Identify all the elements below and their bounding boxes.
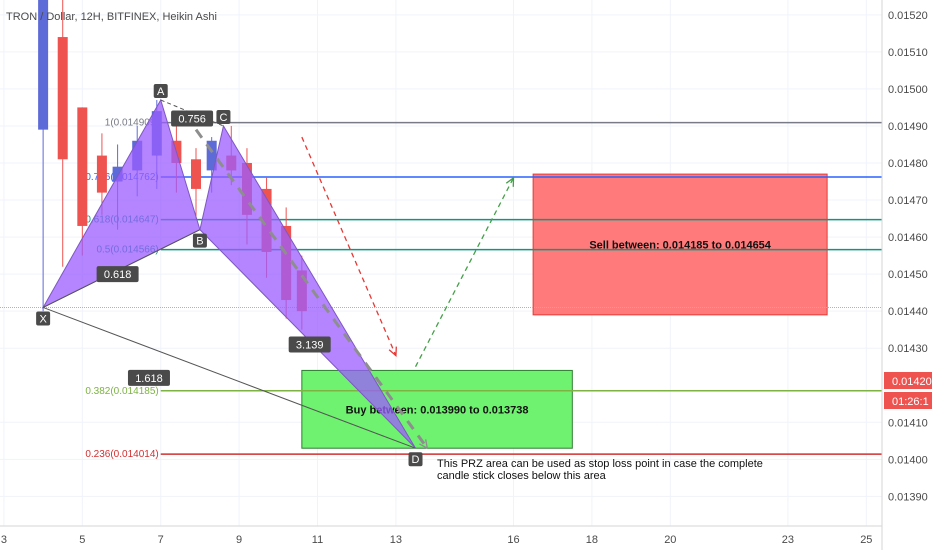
time-tick-label: 5 [79, 534, 85, 546]
fib-level-label: 0.236(0.014014) [85, 449, 158, 460]
time-tick-label: 18 [586, 534, 598, 546]
time-tick-label: 23 [782, 534, 794, 546]
price-axis[interactable]: 0.01520 0.01510 0.01500 0.01490 0.01480 0.014… [888, 10, 928, 504]
pattern-line-xd [42, 306, 416, 449]
candle-body [206, 140, 217, 171]
point-marker-c [216, 109, 231, 124]
candle-body [57, 37, 68, 160]
candle-body [191, 159, 201, 189]
price-tick-label: 0.01390 [888, 491, 928, 503]
fib-level-label: 1(0.014909) [105, 118, 159, 129]
time-tick-label: 13 [390, 534, 402, 546]
price-tick-label: 0.01460 [888, 232, 928, 244]
price-tick-label: 0.01430 [888, 343, 928, 355]
pattern-labels-layer: X A B C D 0.756 0.618 3.139 1.618 [36, 84, 423, 467]
ratio-badge [288, 336, 331, 353]
fib-level-label: 0.382(0.014185) [85, 386, 158, 397]
current-price-label: 0.01420 [892, 376, 932, 388]
grey-trend-arrow [194, 128, 429, 450]
ratio-label: 0.756 [178, 114, 206, 126]
price-tick-label: 0.01470 [888, 195, 928, 207]
candle-body [96, 155, 107, 193]
point-label-a: A [157, 86, 165, 98]
price-tick-label: 0.01490 [888, 121, 928, 133]
chart-title: TRON / Dollar, 12H, BITFINEX, Heikin Ash… [6, 11, 217, 23]
ratio-badge [96, 266, 139, 283]
time-axis[interactable]: 3 5 7 9 11 13 16 18 20 23 25 [1, 534, 873, 546]
point-marker-b [192, 233, 207, 248]
time-tick-label: 7 [158, 534, 164, 546]
point-label-c: C [219, 112, 227, 124]
time-tick-label: 9 [236, 534, 242, 546]
time-tick-label: 11 [312, 534, 323, 546]
time-tick-label: 16 [507, 534, 519, 546]
candle-body [112, 166, 123, 182]
price-tick-label: 0.01480 [888, 158, 928, 170]
point-label-x: X [39, 313, 47, 325]
point-marker-d [408, 452, 423, 467]
sell-zone-label: Sell between: 0.014185 to 0.014654 [589, 239, 771, 251]
price-tick-label: 0.01410 [888, 417, 928, 429]
candle-body [77, 107, 88, 226]
prz-note-line-2: candle stick closes below this area [437, 470, 607, 482]
buy-zone-label: Buy between: 0.013990 to 0.013738 [346, 404, 529, 416]
ratio-badge [127, 369, 170, 386]
red-dashed-arrow [301, 136, 397, 356]
point-label-d: D [412, 454, 420, 466]
ratio-label: 0.618 [104, 269, 132, 281]
red-dashed-arrow-head [388, 346, 397, 357]
candle-countdown-label: 01:26:1 [892, 396, 929, 408]
price-tick-label: 0.01450 [888, 269, 928, 281]
buy-zone-box [301, 369, 573, 449]
point-marker-a [153, 84, 168, 99]
prz-note-line-1: This PRZ area can be used as stop loss p… [437, 458, 763, 470]
price-tick-label: 0.01500 [888, 84, 928, 96]
ratio-label: 3.139 [296, 339, 324, 351]
countdown-badge [884, 392, 932, 409]
point-marker-x [36, 311, 51, 326]
current-price-badge [884, 372, 932, 389]
grey-trend-arrow-head [419, 439, 429, 450]
projection-arrows-layer [194, 128, 515, 450]
price-tick-label: 0.01510 [888, 47, 928, 59]
sell-zone-box [532, 173, 828, 316]
green-dashed-arrow-head [505, 176, 515, 187]
ratio-label: 1.618 [135, 373, 163, 385]
time-tick-label: 25 [860, 534, 872, 546]
point-label-b: B [196, 236, 203, 248]
candle-body [38, 0, 49, 130]
harmonic-pattern-layer [41, 98, 416, 449]
ratio-badge [171, 110, 214, 127]
price-tick-label: 0.01520 [888, 10, 928, 22]
time-tick-label: 3 [1, 534, 7, 546]
price-tick-label: 0.01440 [888, 306, 928, 318]
price-tick-label: 0.01400 [888, 454, 928, 466]
time-tick-label: 20 [664, 534, 676, 546]
